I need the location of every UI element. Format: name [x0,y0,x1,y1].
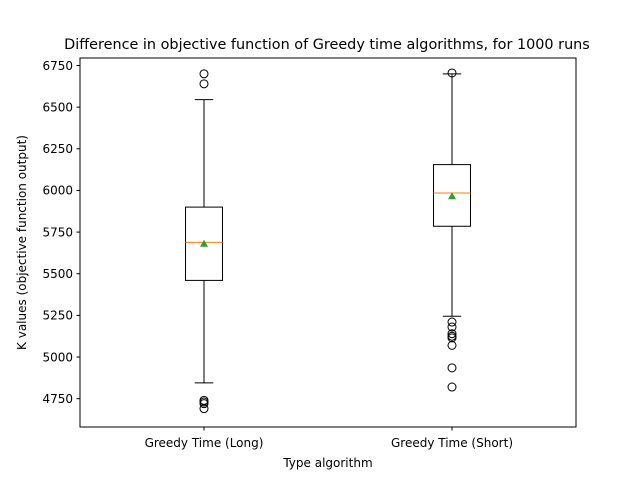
y-tick-label: 6250 [42,142,73,156]
outlier-point [447,363,457,373]
plot-area [185,68,471,414]
interquartile-box [433,164,471,227]
y-axis-label: K values (objective function output) [15,135,29,350]
chart-title: Difference in objective function of Gree… [64,37,590,53]
outlier-point [447,382,457,392]
outlier-point [447,317,457,327]
y-tick-label: 5000 [42,350,73,364]
y-tick-label: 5500 [42,267,73,281]
x-tick-label: Greedy Time (Long) [145,436,264,450]
interquartile-box [185,206,223,281]
mean-marker [200,239,208,247]
y-tick-label: 6000 [42,184,73,198]
outlier-point [199,69,209,79]
y-tick-label: 5750 [42,225,73,239]
outlier-point [199,79,209,89]
mean-marker [448,192,456,200]
outlier-point [447,340,457,350]
y-tick-label: 5250 [42,309,73,323]
x-axis-label: Type algorithm [282,456,372,470]
y-tick-label: 6500 [42,100,73,114]
y-tick-label: 4750 [42,392,73,406]
y-tick-label: 6750 [42,59,73,73]
box-group [185,69,223,414]
outlier-point [447,322,457,332]
outlier-point [199,404,209,414]
box-group [433,68,471,392]
axes: 4750 5000 5250 5500 5750 6000 6250 6500 6750 Gree… [42,59,513,450]
outlier-point [447,68,457,78]
x-tick-label: Greedy Time (Short) [391,436,513,450]
plot-frame [79,57,577,428]
outlier-point [199,399,209,409]
outlier-point [447,329,457,339]
outlier-point [447,333,457,343]
